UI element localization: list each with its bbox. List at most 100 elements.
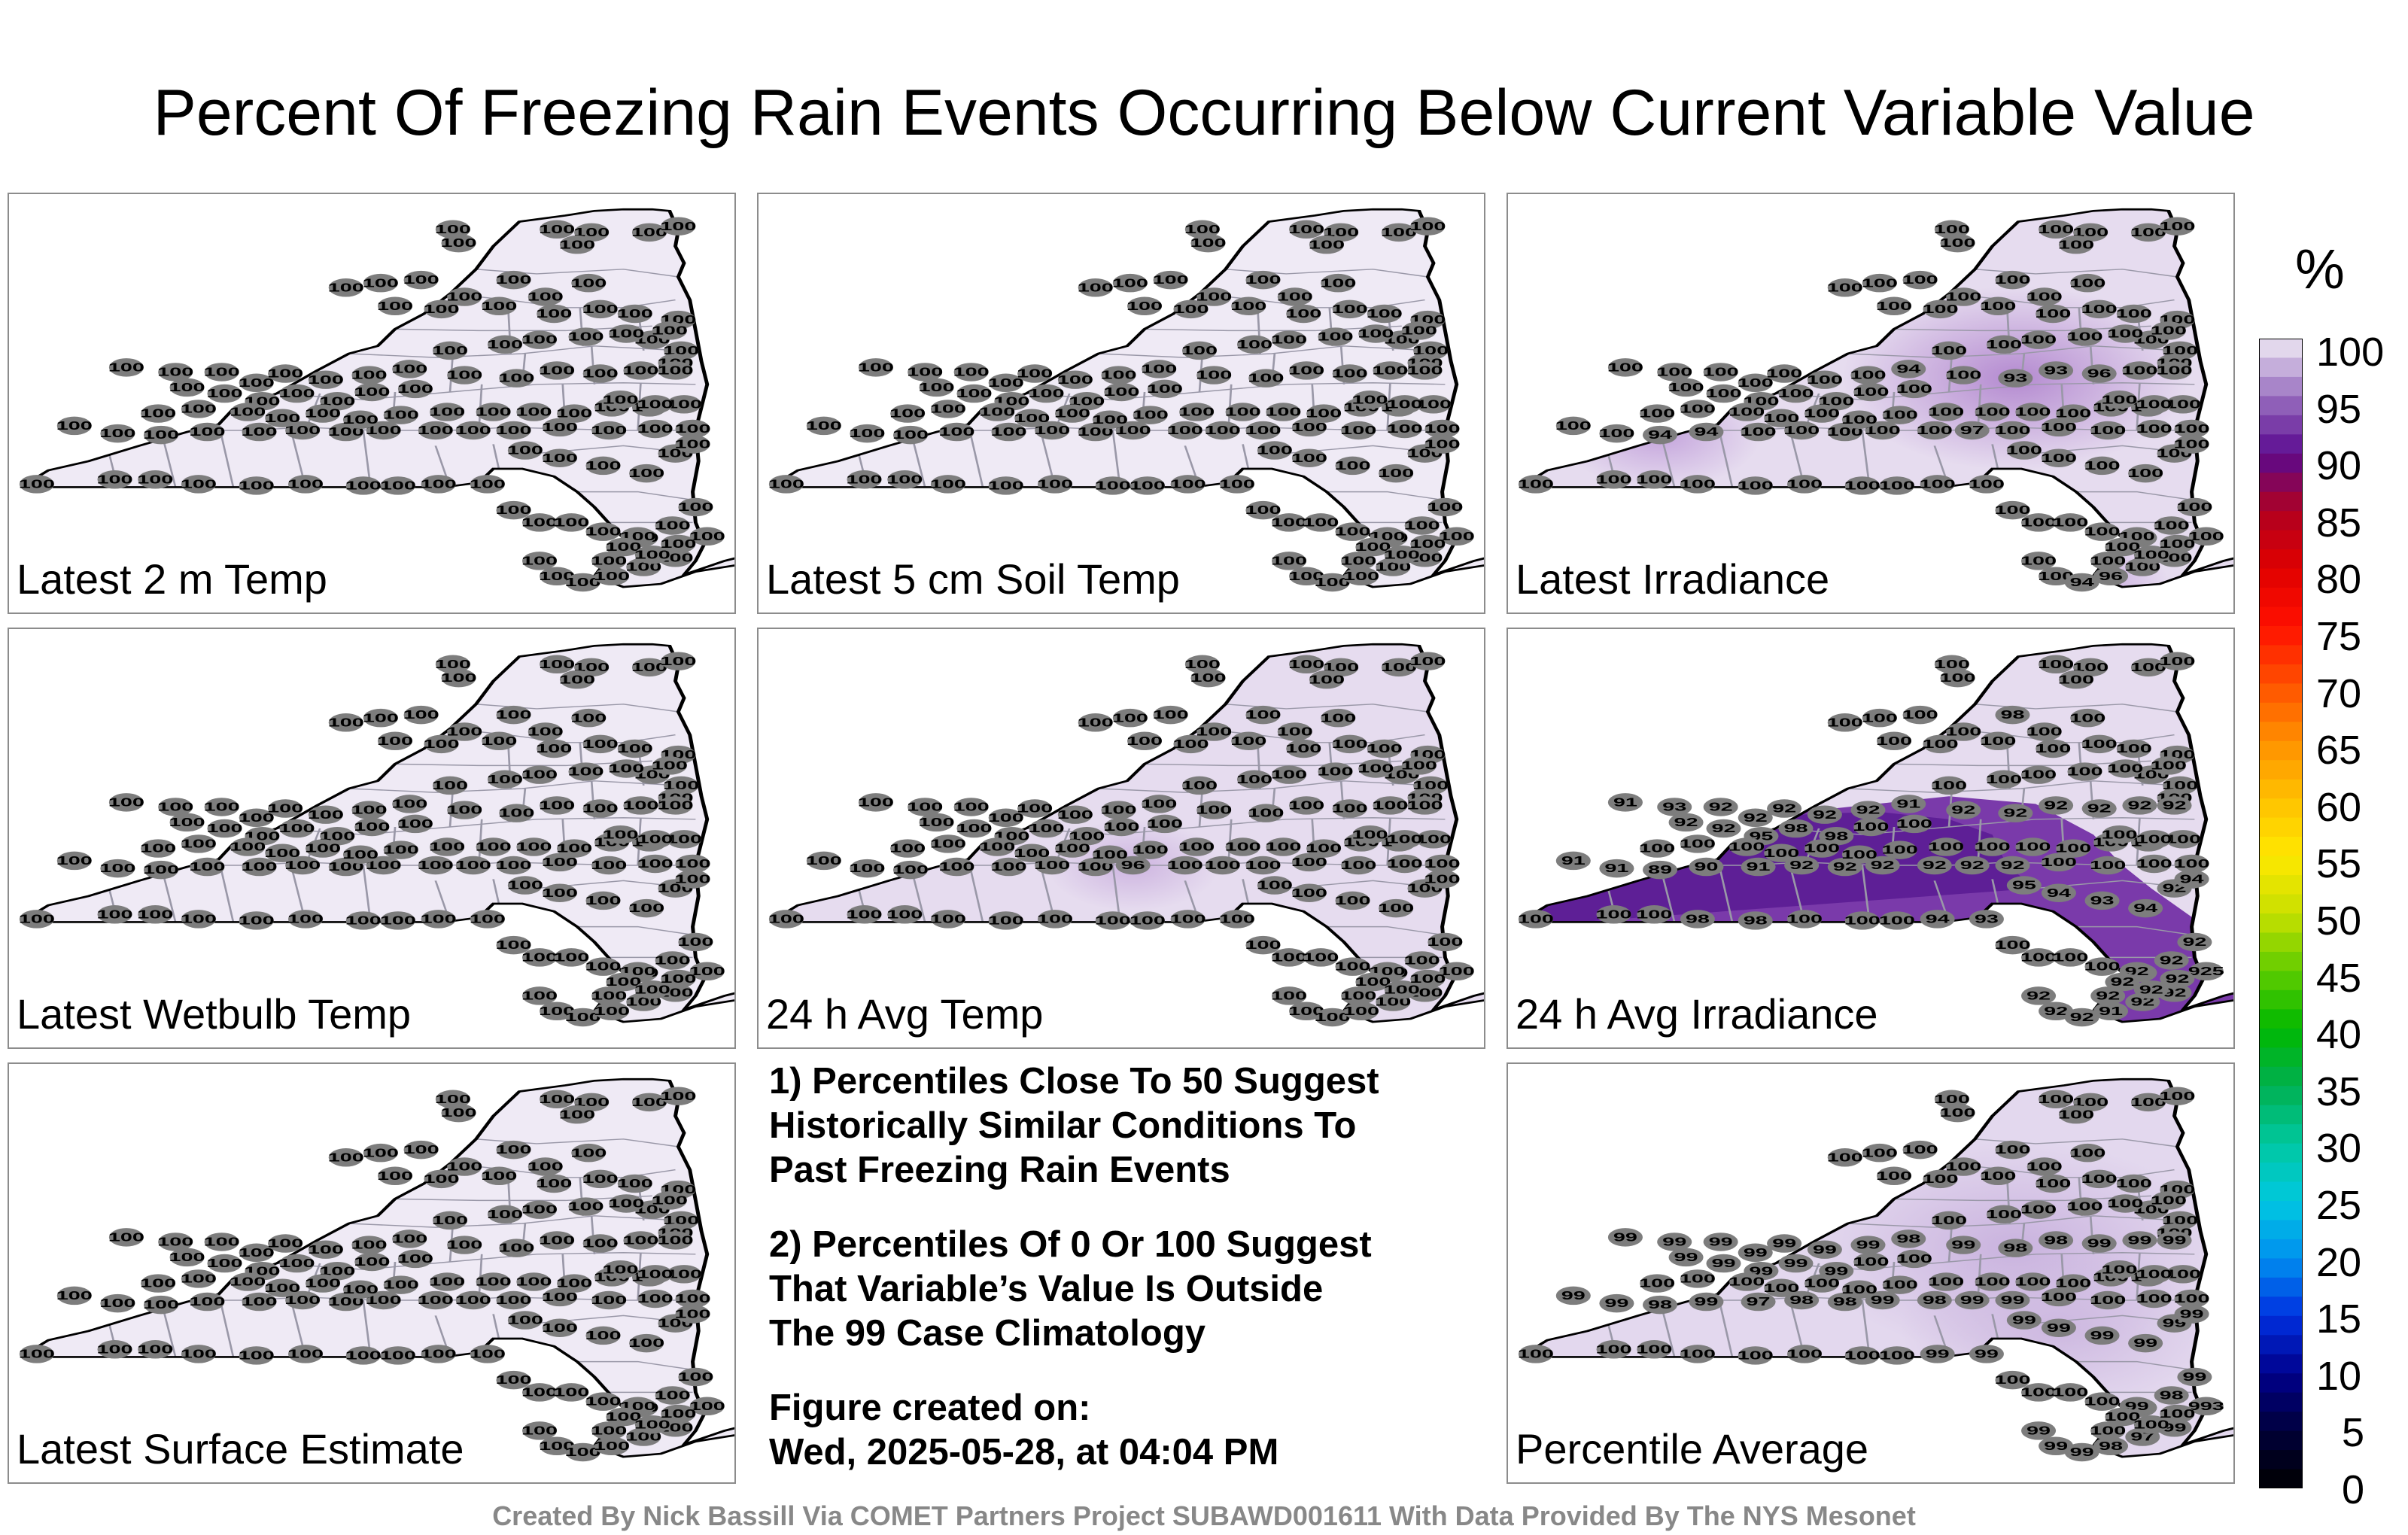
station-marker: 94 [1920,910,1955,929]
station-value: 100 [1303,516,1339,529]
station-marker: 100 [1931,776,1967,795]
station-value: 100 [97,1342,133,1355]
station-marker: 100 [1257,876,1293,895]
station-marker: 100 [1271,513,1307,532]
station-marker: 100 [652,1191,688,1210]
station-value: 100 [1807,373,1843,386]
station-marker: 100 [470,1345,506,1363]
station-value: 100 [1028,822,1064,834]
station-marker: 100 [380,1346,416,1365]
station-marker: 100 [2014,1272,2051,1291]
station-marker: 100 [342,410,379,429]
station-value: 100 [1078,716,1114,728]
station-marker: 100 [1728,403,1765,421]
station-value: 100 [1931,1214,1967,1226]
station-marker: 99 [1599,1293,1634,1313]
station-value: 100 [1596,1342,1632,1355]
station-value: 100 [446,1239,482,1251]
station-value: 100 [1555,419,1592,432]
station-marker: 100 [603,390,639,409]
created-label: Figure created on: [769,1388,1091,1428]
station-marker: 100 [377,1166,413,1185]
station-value: 100 [2052,951,2088,964]
station-marker: 100 [1170,910,1206,929]
station-marker: 100 [1078,278,1114,297]
station-value: 100 [2038,658,2074,670]
station-value: 100 [1190,671,1227,684]
station-value: 99 [1772,1237,1796,1250]
station-marker: 100 [2159,1404,2195,1424]
station-value: 100 [655,1389,691,1402]
station-marker: 100 [1703,363,1739,381]
station-value: 100 [1167,424,1203,436]
county-line [1893,1195,2151,1202]
station-marker: 100 [305,404,341,423]
station-value: 98 [1789,1293,1814,1306]
colorbar-tick-label: 15 [2316,1296,2362,1342]
station-value: 100 [1014,412,1050,424]
station-marker: 100 [441,668,477,688]
colorbar-segment [2259,491,2303,512]
station-value: 100 [858,361,894,374]
station-marker: 99 [1865,1290,1900,1310]
station-value: 100 [143,428,179,441]
station-marker: 100 [1862,1143,1898,1163]
station-value: 93 [1975,913,1999,926]
station-marker: 100 [267,364,303,383]
station-value: 100 [1017,367,1053,380]
station-value: 100 [585,459,622,472]
station-value: 100 [1335,525,1371,538]
station-value: 100 [1844,1349,1880,1362]
station-marker: 100 [2130,1093,2166,1112]
station-marker: 100 [2058,1105,2094,1124]
station-marker: 100 [481,296,517,315]
station-marker: 100 [675,435,711,454]
station-value: 100 [1248,807,1284,819]
colorbar-segment [2259,1181,2303,1202]
station-marker: 100 [1427,932,1463,952]
station-marker: 100 [1841,1280,1877,1299]
station-marker: 100 [1876,731,1912,750]
colorbar-tick-label: 70 [2316,670,2362,716]
station-marker: 100 [1288,655,1324,673]
station-marker: 100 [1219,475,1255,494]
station-value: 100 [539,1093,575,1105]
station-marker: 100 [284,421,321,440]
station-marker: 100 [1236,770,1272,789]
station-value: 99 [1674,1251,1698,1263]
county-line [1975,1138,2178,1147]
station-value: 100 [1291,451,1327,464]
station-value: 92 [2003,807,2027,819]
station-marker: 100 [628,898,664,918]
station-marker: 100 [137,1340,173,1359]
station-marker: 100 [2176,497,2212,517]
station-marker: 100 [591,421,627,440]
station-value: 100 [418,1293,454,1306]
station-value: 94 [1694,425,1718,438]
station-value: 100 [1980,299,2016,312]
station-value: 100 [2157,364,2193,377]
station-marker: 100 [666,1265,702,1284]
station-value: 100 [591,1293,627,1306]
station-value: 94 [2133,901,2157,914]
station-marker: 100 [2038,567,2074,586]
station-value: 100 [2090,1424,2126,1437]
station-value: 100 [1257,879,1293,892]
station-value: 100 [455,424,491,436]
station-value: 100 [143,1298,179,1311]
station-marker: 100 [1095,911,1131,930]
station-marker: 100 [1387,854,1423,874]
station-marker: 100 [328,278,364,297]
station-value: 100 [284,1293,321,1306]
station-marker: 100 [617,1174,653,1193]
station-value: 100 [1598,427,1634,439]
station-value: 100 [617,1177,653,1190]
station-value: 100 [267,367,303,380]
station-value: 100 [2020,333,2057,346]
station-marker: 100 [1827,278,1863,297]
station-marker: 100 [542,853,578,872]
colorbar-segment [2259,1086,2303,1106]
station-marker: 100 [2058,235,2094,254]
station-value: 100 [1034,424,1070,436]
